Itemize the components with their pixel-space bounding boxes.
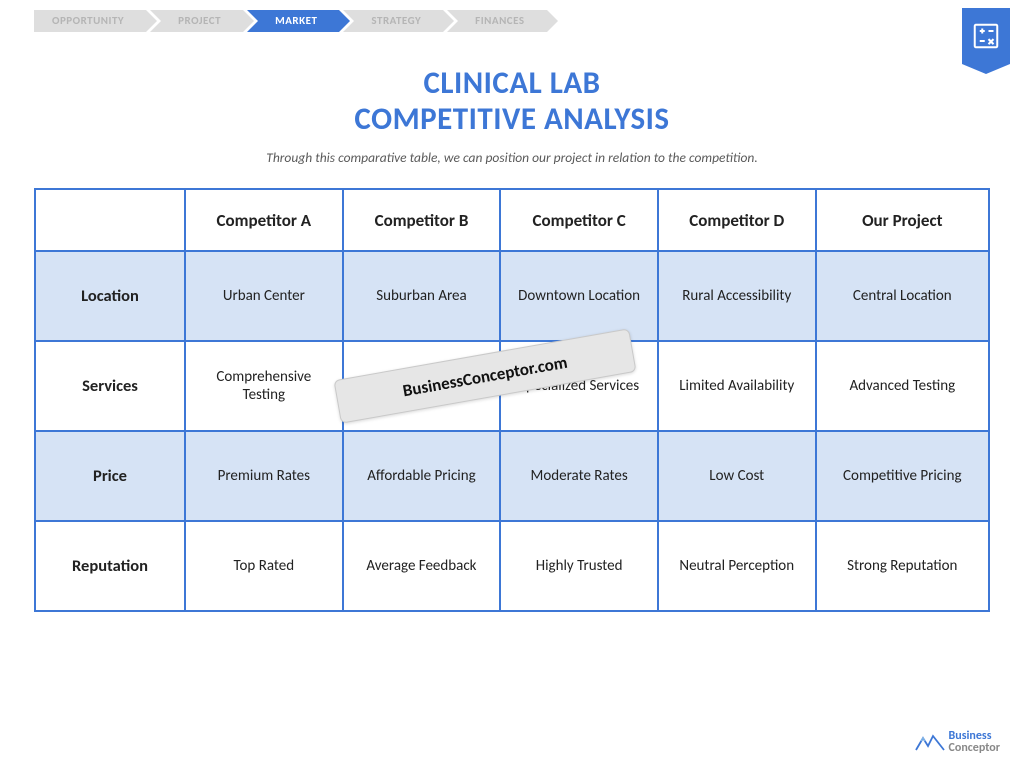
table-cell: Suburban Area [343, 251, 501, 341]
row-services-header: Services [35, 341, 185, 431]
table-cell: Top Rated [185, 521, 343, 611]
col-competitor-b: Competitor B [343, 189, 501, 251]
table-cell: Highly Trusted [500, 521, 658, 611]
table-cell: Average Feedback [343, 521, 501, 611]
table-cell: Comprehensive Testing [185, 341, 343, 431]
col-our-project: Our Project [816, 189, 989, 251]
row-location-header: Location [35, 251, 185, 341]
table-cell: Premium Rates [185, 431, 343, 521]
col-competitor-a: Competitor A [185, 189, 343, 251]
table-cell: Downtown Location [500, 251, 658, 341]
competitive-table: Competitor A Competitor B Competitor C C… [34, 188, 990, 612]
col-competitor-d: Competitor D [658, 189, 816, 251]
table-cell: Rural Accessibility [658, 251, 816, 341]
table-cell: Neutral Perception [658, 521, 816, 611]
row-reputation-header: Reputation [35, 521, 185, 611]
footer-logo: Business Conceptor [915, 730, 1000, 754]
table-cell: Low Cost [658, 431, 816, 521]
table-cell: Central Location [816, 251, 989, 341]
crumb-project[interactable]: PROJECT [150, 10, 243, 32]
breadcrumb-nav: OPPORTUNITY PROJECT MARKET STRATEGY FINA… [0, 0, 1024, 32]
footer-text-2: Conceptor [949, 742, 1000, 754]
table-cell: Moderate Rates [500, 431, 658, 521]
table-corner [35, 189, 185, 251]
crumb-strategy[interactable]: STRATEGY [343, 10, 443, 32]
page-subtitle: Through this comparative table, we can p… [0, 149, 1024, 166]
col-competitor-c: Competitor C [500, 189, 658, 251]
mountain-icon [915, 732, 945, 752]
table-cell: Advanced Testing [816, 341, 989, 431]
table-cell: Urban Center [185, 251, 343, 341]
title-line-1: CLINICAL LAB [0, 66, 1024, 102]
page-title: CLINICAL LAB COMPETITIVE ANALYSIS [0, 66, 1024, 137]
row-price-header: Price [35, 431, 185, 521]
crumb-market[interactable]: MARKET [247, 10, 339, 32]
table-cell: Strong Reputation [816, 521, 989, 611]
table-cell: Limited Availability [658, 341, 816, 431]
table-cell: Affordable Pricing [343, 431, 501, 521]
title-line-2: COMPETITIVE ANALYSIS [0, 102, 1024, 138]
crumb-finances[interactable]: FINANCES [447, 10, 546, 32]
crumb-opportunity[interactable]: OPPORTUNITY [34, 10, 146, 32]
table-cell: Competitive Pricing [816, 431, 989, 521]
footer-logo-text: Business Conceptor [949, 730, 1000, 754]
calculator-icon [962, 8, 1010, 64]
